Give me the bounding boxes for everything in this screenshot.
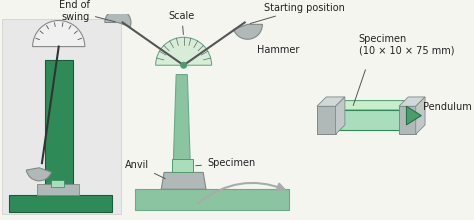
Text: Scale: Scale (169, 11, 195, 35)
Polygon shape (173, 75, 191, 189)
Text: Starting position: Starting position (250, 3, 345, 24)
Polygon shape (334, 110, 401, 130)
Polygon shape (336, 97, 345, 134)
Text: Specimen
(10 × 10 × 75 mm): Specimen (10 × 10 × 75 mm) (359, 34, 455, 56)
Polygon shape (317, 106, 336, 134)
Wedge shape (33, 20, 85, 47)
Circle shape (181, 62, 186, 68)
Polygon shape (317, 97, 345, 106)
FancyBboxPatch shape (135, 189, 289, 210)
Polygon shape (173, 159, 193, 172)
Text: Anvil: Anvil (125, 160, 165, 179)
Wedge shape (155, 37, 211, 65)
FancyBboxPatch shape (2, 19, 121, 214)
Polygon shape (399, 97, 425, 106)
Polygon shape (399, 106, 416, 134)
Text: Specimen: Specimen (196, 158, 255, 168)
Wedge shape (105, 9, 131, 27)
Polygon shape (416, 97, 425, 134)
FancyBboxPatch shape (37, 184, 79, 195)
Polygon shape (161, 172, 206, 189)
Text: Pendulum: Pendulum (423, 102, 472, 112)
FancyBboxPatch shape (45, 60, 73, 195)
FancyBboxPatch shape (9, 195, 112, 212)
Polygon shape (334, 101, 410, 110)
Polygon shape (406, 106, 421, 125)
Wedge shape (234, 24, 263, 39)
Text: Hammer: Hammer (257, 45, 299, 55)
Text: End of
swing: End of swing (59, 0, 115, 22)
Polygon shape (401, 101, 410, 130)
Wedge shape (26, 168, 51, 181)
FancyBboxPatch shape (51, 180, 64, 187)
